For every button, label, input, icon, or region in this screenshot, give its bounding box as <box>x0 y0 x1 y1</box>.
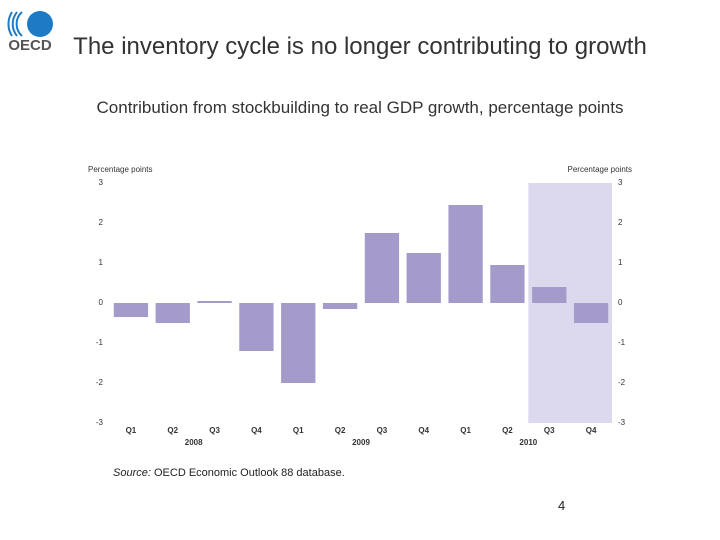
x-tick-label: Q4 <box>251 426 262 435</box>
y-tick-label: -3 <box>96 418 104 427</box>
bar <box>448 205 483 303</box>
bar <box>197 301 232 303</box>
y2-tick-label: -3 <box>618 418 626 427</box>
x-tick-label: Q1 <box>460 426 471 435</box>
y-tick-label: 3 <box>99 178 104 187</box>
x-group-label: 2009 <box>352 438 370 447</box>
source: Source: OECD Economic Outlook 88 databas… <box>113 467 345 479</box>
x-tick-label: Q3 <box>544 426 555 435</box>
source-text: OECD Economic Outlook 88 database. <box>153 467 345 479</box>
bar <box>281 303 316 383</box>
y2-axis-label: Percentage points <box>568 165 633 174</box>
bar <box>573 303 609 323</box>
x-tick-label: Q1 <box>126 426 137 435</box>
y-tick-label: -2 <box>96 378 104 387</box>
bar <box>364 233 400 303</box>
x-tick-label: Q3 <box>377 426 388 435</box>
page-number: 4 <box>558 498 566 513</box>
y2-tick-label: 1 <box>618 258 623 267</box>
y-axis-label: Percentage points <box>88 165 153 174</box>
logo-circle <box>27 11 53 37</box>
x-tick-label: Q2 <box>167 426 178 435</box>
plot: Percentage points Percentage points -3 -2 -1… <box>88 165 632 447</box>
y2-tick-label: -2 <box>618 378 626 387</box>
logo-arcs <box>7 11 23 37</box>
y-tick-label: 1 <box>99 258 104 267</box>
bar <box>155 303 190 323</box>
y2-tick-label: -1 <box>618 338 626 347</box>
bar <box>490 265 525 303</box>
x-tick-label: Q4 <box>418 426 429 435</box>
bar <box>239 303 274 351</box>
y-tick-label: 0 <box>99 298 104 307</box>
y-tick-label: 2 <box>99 218 104 227</box>
bar <box>113 303 149 317</box>
title: The inventory cycle is no longer contrib… <box>73 33 647 60</box>
bar <box>322 303 358 309</box>
x-tick-label: Q3 <box>209 426 220 435</box>
bar <box>406 253 441 303</box>
logo-text: OECD <box>8 37 52 54</box>
x-tick-label: Q1 <box>293 426 304 435</box>
subtitle: Contribution from stockbuilding to real … <box>96 98 624 117</box>
logo: OECD <box>7 11 53 54</box>
bar <box>532 287 567 303</box>
y2-tick-label: 3 <box>618 178 623 187</box>
x-group-label: 2008 <box>185 438 203 447</box>
x-tick-label: Q4 <box>586 426 597 435</box>
x-tick-label: Q2 <box>502 426 513 435</box>
y-tick-label: -1 <box>96 338 104 347</box>
x-tick-label: Q2 <box>335 426 346 435</box>
y2-tick-label: 2 <box>618 218 623 227</box>
y2-tick-label: 0 <box>618 298 623 307</box>
x-group-label: 2010 <box>519 438 537 447</box>
source-label: Source: <box>113 467 151 479</box>
